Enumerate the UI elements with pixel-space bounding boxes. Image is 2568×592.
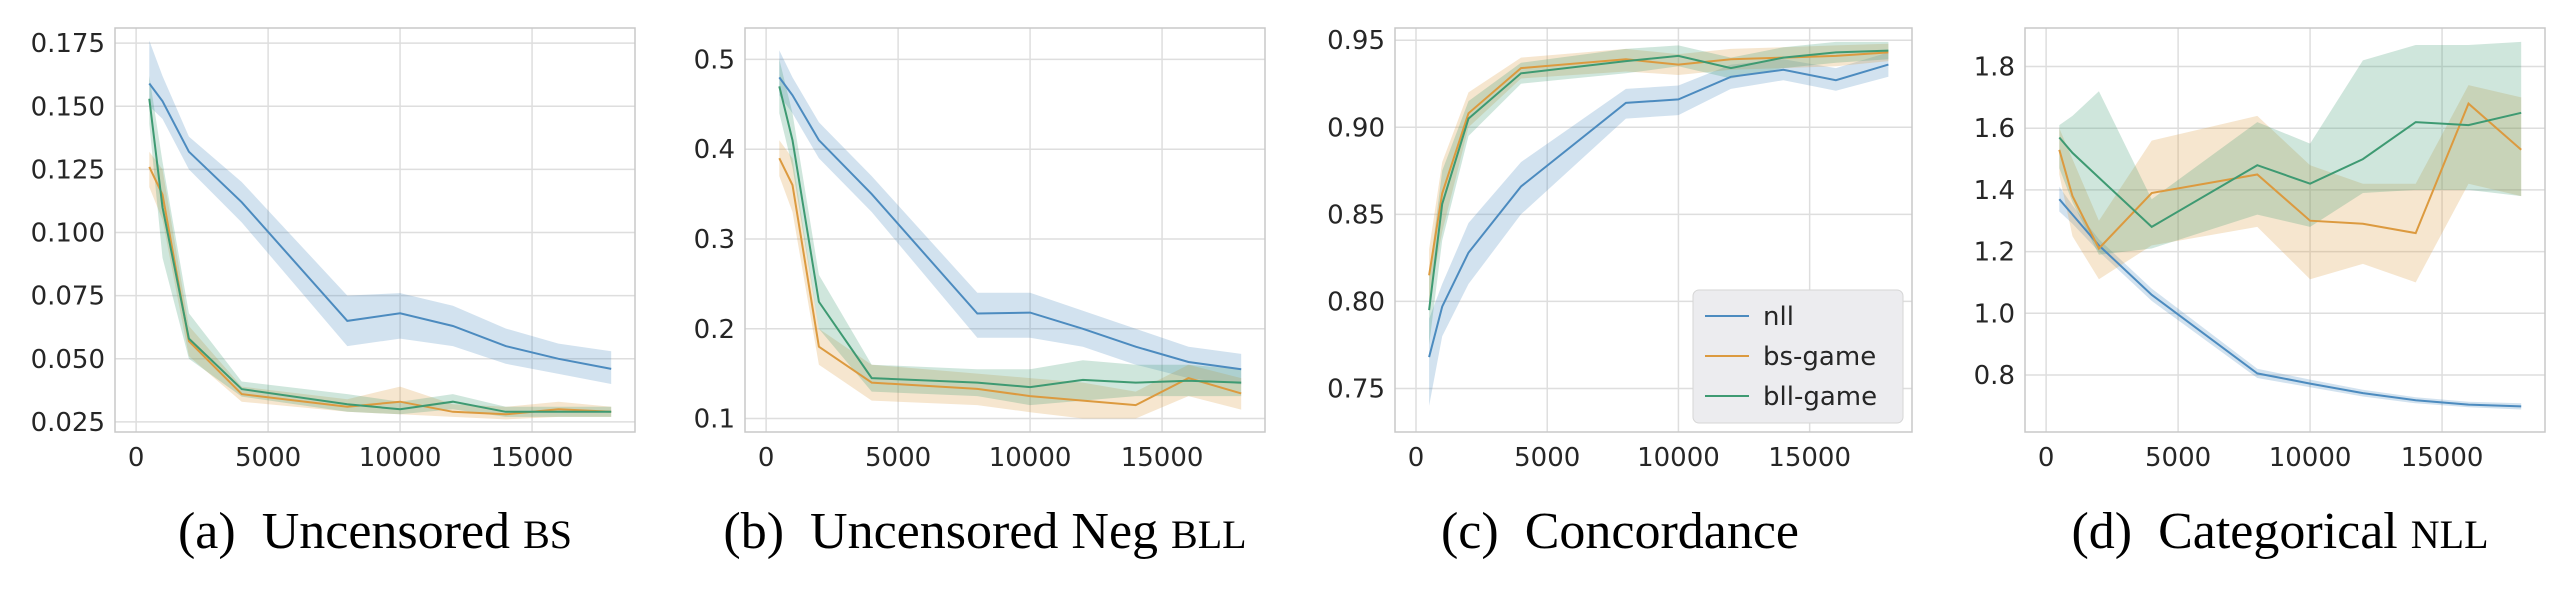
- caption-label: (c): [1441, 503, 1525, 560]
- x-tick-label: 0: [1408, 443, 1425, 473]
- series-line-nll: [1428, 63, 1889, 358]
- panel-4: 0.8 1.0 1.2 1.4 1.6 1.8 0 5000 10000 15000 (d) Cat…: [1974, 27, 2546, 560]
- y-tick-label: 0.90: [1327, 113, 1385, 143]
- y-tick-label: 0.85: [1327, 200, 1385, 230]
- plot-frame: [114, 27, 636, 433]
- x-tick-label: 15000: [2401, 443, 2484, 473]
- y-tick-label: 0.150: [31, 92, 105, 122]
- ci-band-nll: [779, 50, 1242, 385]
- caption-text: Categorical: [2158, 503, 2411, 560]
- series-line-bs-game: [1428, 51, 1889, 276]
- x-tick-label: 0: [2038, 443, 2055, 473]
- x-tick-label: 0: [128, 443, 145, 473]
- panel-1: 0.025 0.050 0.075 0.100 0.125 0.150 0.175 0 5000…: [31, 27, 636, 560]
- y-tick-label: 0.2: [694, 315, 735, 345]
- y-tick-label: 0.8: [1974, 361, 2015, 391]
- y-tick-label: 0.3: [694, 225, 735, 255]
- legend-box: [1692, 289, 1904, 424]
- series-line-bll-game: [2058, 111, 2522, 229]
- y-tick-label: 0.075: [31, 282, 105, 312]
- plot-frame: [744, 27, 1266, 433]
- y-tick-label: 0.5: [694, 45, 735, 75]
- ci-band-bs-game: [779, 140, 1242, 419]
- x-tick-label: 5000: [2145, 443, 2211, 473]
- panel-caption: (b) Uncensored Neg BLL: [723, 503, 1246, 560]
- y-tick-label: 1.6: [1974, 114, 2015, 144]
- x-tick-label: 5000: [1514, 443, 1580, 473]
- y-tick-label: 1.2: [1974, 238, 2015, 268]
- x-tick-label: 15000: [491, 443, 574, 473]
- panel-caption: (d) Categorical NLL: [2071, 503, 2488, 560]
- series-line-bs-game: [2058, 101, 2522, 251]
- legend-label-nll: nll: [1763, 302, 1794, 332]
- x-tick-label: 10000: [1637, 443, 1720, 473]
- y-tick-label: 1.0: [1974, 299, 2015, 329]
- y-tick-label: 0.100: [31, 219, 105, 249]
- x-tick-label: 15000: [1768, 443, 1851, 473]
- plot-frame: [2024, 27, 2546, 433]
- x-tick-label: 15000: [1121, 443, 1204, 473]
- caption-smallcaps: BS: [523, 512, 572, 557]
- series-line-bll-game: [778, 86, 1242, 389]
- series-line-nll: [148, 82, 612, 370]
- x-tick-label: 5000: [235, 443, 301, 473]
- ci-band-bll-game: [2059, 41, 2522, 255]
- caption-label: (a): [178, 503, 262, 560]
- y-tick-label: 0.4: [694, 135, 735, 165]
- series-line-bll-game: [148, 98, 612, 413]
- ci-band-nll: [149, 40, 612, 384]
- ci-band-bll-game: [779, 59, 1242, 406]
- y-tick-label: 1.8: [1974, 53, 2015, 83]
- panel-caption: (a) Uncensored BS: [178, 503, 572, 560]
- panel-2: 0.1 0.2 0.3 0.4 0.5 0 5000 10000 15000 (b) Uncens…: [694, 27, 1266, 560]
- panel-caption: (c) Concordance: [1441, 503, 1799, 560]
- x-tick-label: 10000: [2269, 443, 2352, 473]
- caption-smallcaps: BLL: [1171, 512, 1247, 557]
- caption-label: (d): [2071, 503, 2158, 560]
- caption-text: Uncensored Neg: [810, 503, 1171, 560]
- series-line-nll: [778, 76, 1242, 371]
- ci-band-nll: [1429, 52, 1889, 406]
- y-tick-label: 0.1: [694, 405, 735, 435]
- caption-text: Uncensored: [262, 503, 523, 560]
- y-tick-label: 1.4: [1974, 176, 2015, 206]
- ci-band-bs-game: [2059, 85, 2522, 283]
- y-tick-label: 0.75: [1327, 374, 1385, 404]
- series-line-bll-game: [1428, 49, 1889, 311]
- legend-label-bs-game: bs-game: [1763, 342, 1876, 372]
- y-tick-label: 0.80: [1327, 287, 1385, 317]
- caption-smallcaps: NLL: [2411, 512, 2489, 557]
- ci-band-nll: [2059, 186, 2522, 410]
- y-tick-label: 0.025: [31, 408, 105, 438]
- panel-3: 0.75 0.80 0.85 0.90 0.95 0 5000 10000 15000 nll bs…: [1327, 26, 1913, 560]
- plot-frame: [1394, 27, 1913, 433]
- caption-label: (b): [723, 503, 810, 560]
- series-line-bs-game: [778, 157, 1242, 407]
- x-tick-label: 10000: [989, 443, 1072, 473]
- x-tick-label: 0: [758, 443, 775, 473]
- y-tick-label: 0.175: [31, 29, 105, 59]
- series-line-nll: [2058, 198, 2522, 408]
- x-tick-label: 5000: [865, 443, 931, 473]
- caption-text: Concordance: [1525, 503, 1799, 560]
- y-tick-label: 0.95: [1327, 26, 1385, 56]
- legend-label-bll-game: bll-game: [1763, 382, 1877, 412]
- x-tick-label: 10000: [359, 443, 442, 473]
- y-tick-label: 0.125: [31, 155, 105, 185]
- y-tick-label: 0.050: [31, 345, 105, 375]
